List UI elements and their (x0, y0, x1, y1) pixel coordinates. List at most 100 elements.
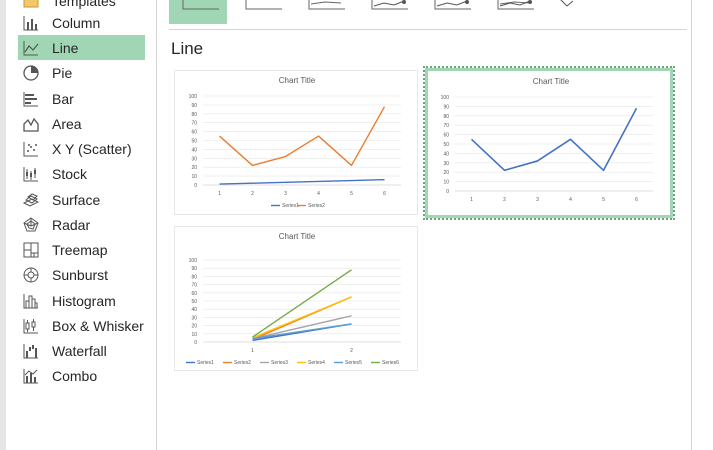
sidebar-item-label: Radar (52, 216, 91, 233)
treemap-chart-icon (22, 241, 40, 259)
sidebar-item-label: Histogram (52, 292, 116, 309)
folder-icon (22, 0, 40, 10)
area-chart-icon (22, 115, 40, 133)
legend-label: Series5 (345, 360, 362, 366)
sidebar-item-treemap[interactable]: Treemap (18, 237, 145, 262)
y-tick-label: 80 (191, 274, 197, 280)
series-line-2 (219, 106, 386, 167)
chart-preview-1[interactable]: Chart Title 0 10 20 30 40 50 60 70 80 90 100 1 2 3 4 5 6 S… (174, 70, 418, 215)
sidebar-item-label: Stock (52, 165, 88, 182)
sidebar-item-pie[interactable]: Pie (18, 60, 145, 85)
sidebar-item-label: Waterfall (52, 342, 107, 359)
y-tick-label: 80 (443, 114, 449, 120)
y-tick-label: 90 (443, 104, 449, 110)
y-tick-label: 0 (446, 189, 449, 195)
y-tick-label: 0 (194, 183, 197, 189)
chart-preview-2[interactable]: Chart Title 0 10 20 30 40 50 60 70 80 90 100 1 2 3 4 5 6 (423, 66, 675, 220)
subtype-stacked-line[interactable] (232, 0, 290, 24)
surface-chart-icon (22, 191, 40, 209)
y-tick-label: 10 (191, 332, 197, 338)
sidebar-item-label: Combo (52, 367, 98, 384)
sidebar-item-box-whisker[interactable]: Box & Whisker (18, 313, 145, 338)
x-tick-label: 1 (470, 197, 473, 203)
line-icon (182, 0, 219, 10)
subtype-100-stacked-line-with-markers[interactable] (484, 0, 542, 24)
series-line-3 (252, 315, 352, 340)
sidebar-item-surface[interactable]: Surface (18, 187, 145, 212)
x-tick-label: 2 (350, 348, 353, 354)
series-line-1 (470, 107, 638, 172)
stacked-line-with-markers-icon (434, 0, 471, 10)
sidebar-item-label: Surface (52, 191, 101, 208)
y-tick-label: 30 (443, 161, 449, 167)
legend-label: Series1 (197, 360, 214, 366)
x-tick-label: 3 (536, 197, 539, 203)
y-tick-label: 100 (189, 94, 198, 100)
legend-label: Series2 (234, 360, 251, 366)
sidebar-item-column[interactable]: Column (18, 10, 145, 35)
chart-preview-3[interactable]: Chart Title 0 10 20 30 40 50 60 70 80 90 100 1 2 Serie… (174, 226, 418, 371)
box-whisker-chart-icon (22, 317, 40, 335)
sidebar-item-stock[interactable]: Stock (18, 161, 145, 186)
sidebar-item-bar[interactable]: Bar (18, 86, 145, 111)
sidebar-item-label: Templates (52, 0, 116, 9)
x-tick-label: 5 (350, 191, 353, 197)
waterfall-chart-icon (22, 342, 40, 360)
sidebar-item-label: Box & Whisker (52, 317, 144, 334)
x-tick-label: 3 (284, 191, 287, 197)
subtype-line-with-markers[interactable] (358, 0, 416, 24)
radar-chart-icon (22, 216, 40, 234)
100-stacked-line-with-markers-icon (497, 0, 534, 10)
bar-chart-icon (22, 90, 40, 108)
subtype-3d-line[interactable] (547, 0, 605, 24)
sidebar-item-combo[interactable]: Combo (18, 363, 145, 388)
y-tick-label: 100 (441, 95, 450, 101)
y-tick-label: 30 (191, 315, 197, 321)
x-tick-label: 2 (503, 197, 506, 203)
sunburst-chart-icon (22, 266, 40, 284)
y-tick-label: 80 (191, 112, 197, 118)
x-tick-label: 5 (602, 197, 605, 203)
legend-label: Series4 (308, 360, 325, 366)
sidebar-item-line[interactable]: Line (18, 35, 145, 60)
sidebar-item-histogram[interactable]: Histogram (18, 288, 145, 313)
histogram-chart-icon (22, 292, 40, 310)
3d-line-icon (560, 0, 574, 7)
y-tick-label: 90 (191, 266, 197, 272)
sidebar-item-waterfall[interactable]: Waterfall (18, 338, 145, 363)
sidebar-item-label: Treemap (52, 241, 108, 258)
y-tick-label: 20 (191, 165, 197, 171)
subtype-100-stacked-line[interactable] (295, 0, 353, 24)
line-with-markers-icon (371, 0, 408, 10)
sidebar-item-area[interactable]: Area (18, 111, 145, 136)
y-tick-label: 90 (191, 103, 197, 109)
x-tick-label: 4 (317, 191, 320, 197)
x-tick-label: 4 (569, 197, 572, 203)
chart-preview-1-svg: Chart Title 0 10 20 30 40 50 60 70 80 90 100 1 2 3 4 5 6 S… (189, 76, 401, 209)
chart-type-sidebar: Templates Column Line Pie Bar Area X Y (Scatte… (0, 0, 157, 450)
y-tick-label: 70 (191, 121, 197, 127)
legend-label: Series6 (382, 360, 399, 366)
sidebar-item-x-y-scatter[interactable]: X Y (Scatter) (18, 136, 145, 161)
stacked-line-icon (245, 0, 282, 10)
sidebar-item-label: Pie (52, 64, 73, 81)
y-tick-label: 20 (443, 170, 449, 176)
legend-label: Series1 (282, 203, 299, 209)
series-line-6 (252, 269, 352, 338)
stock-chart-icon (22, 165, 40, 183)
subtype-stacked-line-with-markers[interactable] (421, 0, 479, 24)
chart-title: Chart Title (279, 76, 316, 85)
line-chart-icon (22, 39, 40, 57)
sidebar-item-label: X Y (Scatter) (52, 140, 132, 157)
x-tick-label: 6 (383, 191, 386, 197)
y-tick-label: 30 (191, 156, 197, 162)
sidebar-item-radar[interactable]: Radar (18, 212, 145, 237)
sidebar-item-sunburst[interactable]: Sunburst (18, 262, 145, 287)
chart-subtype-panel: Line Chart Title 0 10 20 30 40 50 60 70 80 90 100 1 2… (157, 0, 713, 450)
y-tick-label: 50 (443, 142, 449, 148)
sidebar-item-label: Area (52, 115, 82, 132)
x-tick-label: 1 (218, 191, 221, 197)
combo-chart-icon (22, 367, 40, 385)
sidebar-item-templates[interactable]: Templates (18, 0, 145, 13)
subtype-line[interactable] (169, 0, 227, 24)
